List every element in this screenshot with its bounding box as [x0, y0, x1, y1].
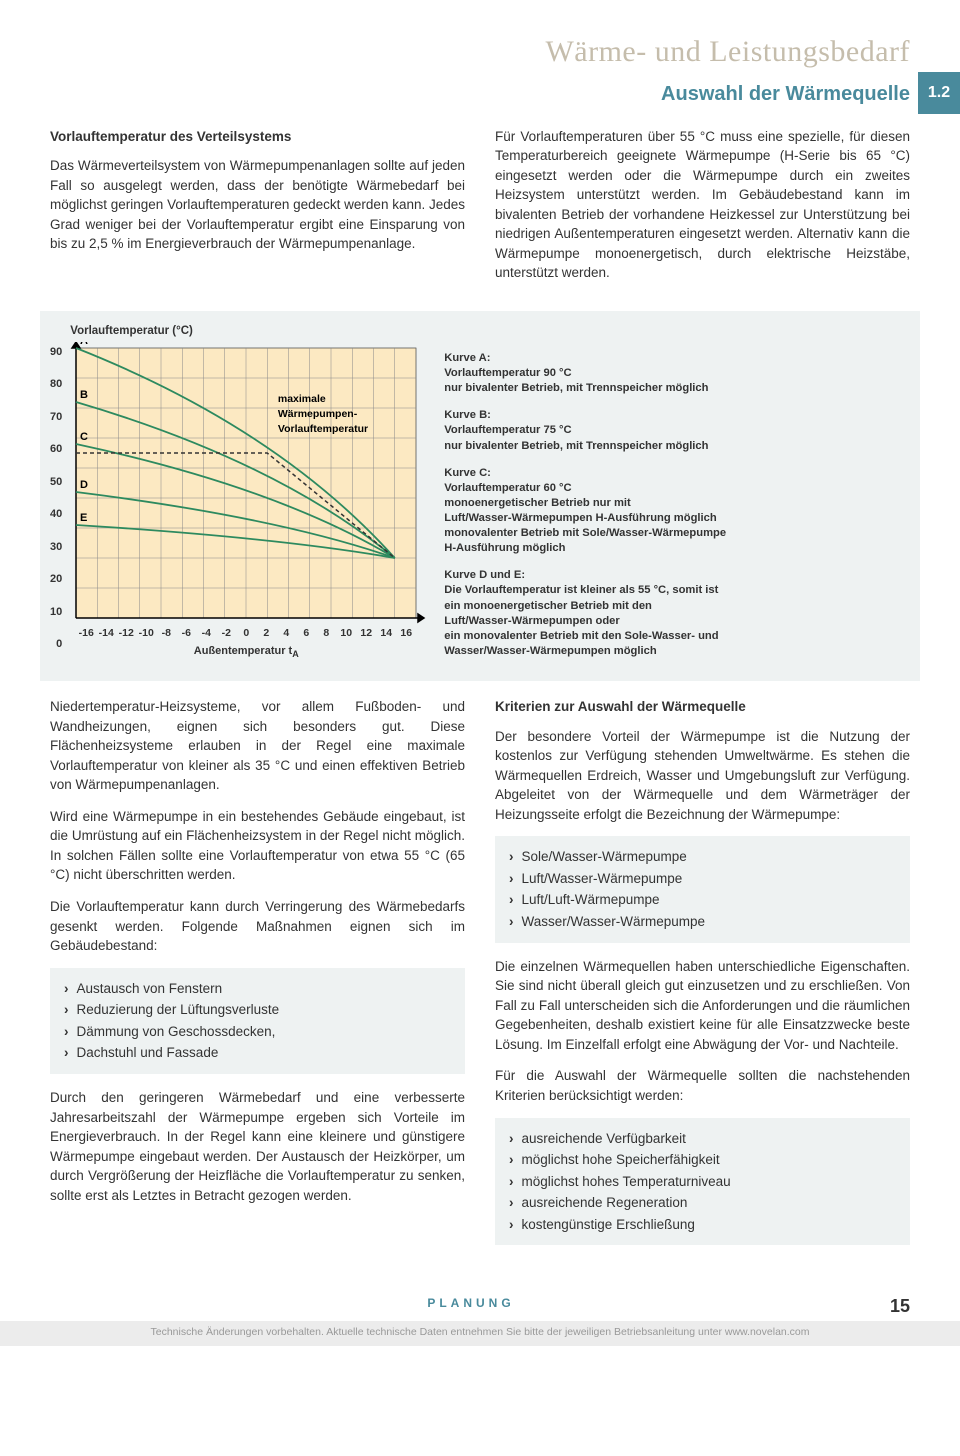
list-item: Austausch von Fenstern — [64, 978, 451, 1000]
legend-b-body: Vorlauftemperatur 75 °Cnur bivalenter Be… — [444, 423, 726, 453]
legend-c-body: Vorlauftemperatur 60 °Cmonoenergetischer… — [444, 481, 726, 557]
lower-left-p1: Niedertemperatur-Heizsysteme, vor allem … — [50, 697, 465, 795]
lower-left-p4: Durch den geringeren Wärmebedarf und ein… — [50, 1088, 465, 1205]
lower-left-p3: Die Vorlauftemperatur kann durch Verring… — [50, 897, 465, 956]
chart-x-axis: -16-14-12-10-8-6-4-20246810121416 — [76, 626, 416, 641]
list-item: möglichst hohe Speicherfähigkeit — [509, 1149, 896, 1171]
legend-c-title: Kurve C: — [444, 466, 726, 481]
criteria-list-box: ausreichende Verfügbarkeitmöglichst hohe… — [495, 1118, 910, 1246]
heating-curve-chart: 9080706050403020100 Vorlauftemperatur (°… — [40, 311, 920, 681]
chart-x-label: Außentemperatur tA — [66, 644, 426, 661]
measures-list-box: Austausch von FensternReduzierung der Lü… — [50, 968, 465, 1074]
footer-section-word: PLANUNG — [427, 1296, 514, 1310]
intro-left-p1: Das Wärmeverteilsystem von Wärmepumpenan… — [50, 156, 465, 254]
list-item: Luft/Wasser-Wärmepumpe — [509, 868, 896, 890]
lower-left-p2: Wird eine Wärmepumpe in ein bestehendes … — [50, 807, 465, 885]
svg-text:Wärmepumpen-: Wärmepumpen- — [278, 408, 358, 420]
svg-text:D: D — [80, 479, 88, 491]
svg-text:Vorlauftemperatur: Vorlauftemperatur — [278, 423, 368, 435]
chart-svg: A B C D Emaximale Wärmepumpen- Vorlauftemperat… — [66, 342, 426, 624]
svg-text:E: E — [80, 512, 87, 524]
lower-right-p1: Der besondere Vorteil der Wärmepumpe ist… — [495, 727, 910, 825]
list-item: Dachstuhl und Fassade — [64, 1042, 451, 1064]
lower-right-p2: Die einzelnen Wärmequellen haben untersc… — [495, 957, 910, 1055]
pump-types-list-box: Sole/Wasser-WärmepumpeLuft/Wasser-Wärmep… — [495, 836, 910, 942]
legend-b-title: Kurve B: — [444, 408, 726, 423]
list-item: Reduzierung der Lüftungsverluste — [64, 999, 451, 1021]
list-item: Luft/Luft-Wärmepumpe — [509, 889, 896, 911]
page-sub-title: Auswahl der Wärmequelle — [50, 80, 910, 109]
list-item: ausreichende Regeneration — [509, 1192, 896, 1214]
section-tab: 1.2 — [918, 72, 960, 114]
footer-disclaimer: Technische Änderungen vorbehalten. Aktue… — [0, 1321, 960, 1346]
chart-y-label: Vorlauftemperatur (°C) — [66, 323, 426, 340]
criteria-heading: Kriterien zur Auswahl der Wärmequelle — [495, 697, 910, 717]
page-footer: PLANUNG 15 — [50, 1285, 910, 1321]
list-item: möglichst hohes Temperaturniveau — [509, 1171, 896, 1193]
svg-text:B: B — [80, 389, 88, 401]
list-item: ausreichende Verfügbarkeit — [509, 1128, 896, 1150]
legend-de-title: Kurve D und E: — [444, 568, 726, 583]
chart-legend: Kurve A: Vorlauftemperatur 90 °Cnur biva… — [444, 323, 726, 671]
list-item: Sole/Wasser-Wärmepumpe — [509, 846, 896, 868]
svg-text:C: C — [80, 431, 88, 443]
legend-a-title: Kurve A: — [444, 351, 726, 366]
intro-right-p1: Für Vorlauftemperaturen über 55 °C muss … — [495, 127, 910, 284]
intro-left-heading: Vorlauftemperatur des Verteilsystems — [50, 127, 465, 147]
legend-de-body: Die Vorlauftemperatur ist kleiner als 55… — [444, 583, 726, 659]
svg-text:A: A — [80, 342, 88, 347]
footer-page-number: 15 — [890, 1293, 910, 1319]
list-item: Dämmung von Geschossdecken, — [64, 1021, 451, 1043]
svg-text:maximale: maximale — [278, 393, 326, 405]
legend-a-body: Vorlauftemperatur 90 °Cnur bivalenter Be… — [444, 366, 726, 396]
list-item: kostengünstige Erschließung — [509, 1214, 896, 1236]
lower-right-p3: Für die Auswahl der Wärmequelle sollten … — [495, 1066, 910, 1105]
chart-y-axis: 9080706050403020100 — [50, 323, 66, 671]
page-main-title: Wärme- und Leistungsbedarf — [50, 30, 910, 74]
list-item: Wasser/Wasser-Wärmepumpe — [509, 911, 896, 933]
